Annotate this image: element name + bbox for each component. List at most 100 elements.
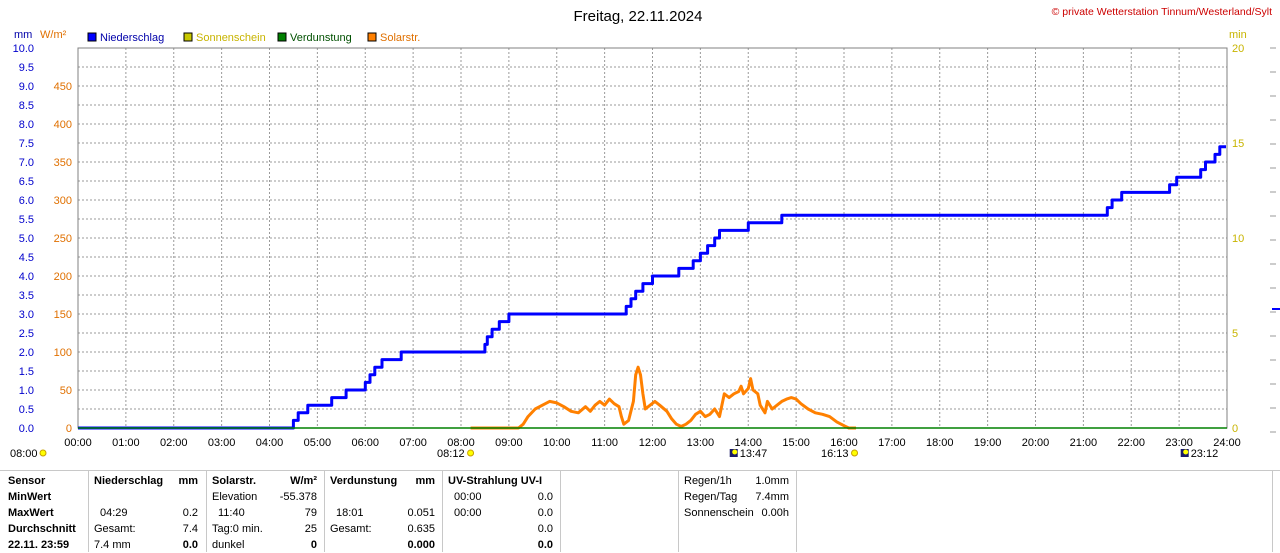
cell-label: dunkel bbox=[212, 539, 245, 551]
cell-value: -55.378 bbox=[279, 491, 317, 503]
x-tick-label: 16:00 bbox=[830, 437, 858, 449]
weather-chart: 0.0 0.5 1.0 1.5 2.0 2.5 3.0 3.5 4.0 4.5 5.0 5.5 6.0 6… bbox=[10, 6, 1280, 460]
marker-time: 16:13 bbox=[821, 448, 849, 460]
x-tick-label: 24:00 bbox=[1213, 437, 1241, 449]
moon-icon bbox=[729, 449, 738, 457]
cell-value: 0 bbox=[310, 539, 317, 551]
copyright-text: © private Wetterstation Tinnum/Westerlan… bbox=[1052, 6, 1272, 18]
y-tick-mm: 8.5 bbox=[19, 100, 34, 112]
table-divider bbox=[560, 470, 561, 552]
y-tick-mm: 7.5 bbox=[19, 138, 34, 150]
legend: Niederschlag Sonnenschein Verdunstung Solar… bbox=[87, 32, 420, 44]
extra-value: 1.0mm bbox=[755, 475, 789, 487]
unit-min: min bbox=[1229, 29, 1247, 41]
row-label: 22.11. 23:59 bbox=[8, 539, 70, 551]
cell-label: 04:29 bbox=[100, 507, 128, 519]
x-tick-label: 00:00 bbox=[64, 437, 92, 449]
legend-swatch bbox=[87, 32, 97, 42]
series bbox=[78, 145, 1227, 430]
y-tick-mm: 4.5 bbox=[19, 252, 34, 264]
x-tick-label: 14:00 bbox=[734, 437, 762, 449]
col-header: Niederschlag bbox=[94, 475, 164, 487]
cell-value: 0.051 bbox=[407, 507, 435, 519]
table-divider bbox=[206, 470, 207, 552]
col-unit: mm bbox=[178, 475, 198, 487]
cell-label: Gesamt: bbox=[330, 523, 372, 535]
y-tick-mm: 6.5 bbox=[19, 176, 34, 188]
stats-table: Sensor MinWert MaxWert Durchschnitt 22.11. 2… bbox=[0, 470, 1280, 552]
y-tick-wm2: 100 bbox=[54, 347, 72, 359]
col-unit: W/m² bbox=[290, 475, 317, 487]
col-header: Solarstr. bbox=[212, 475, 257, 487]
x-tick-label: 19:00 bbox=[974, 437, 1002, 449]
cell-label: 18:01 bbox=[336, 507, 364, 519]
cell-value: 0.0 bbox=[182, 539, 198, 551]
marker-time: 08:12 bbox=[437, 448, 465, 460]
x-tick-label: 23:00 bbox=[1165, 437, 1193, 449]
table-divider bbox=[1272, 470, 1273, 552]
y-tick-mm: 3.5 bbox=[19, 290, 34, 302]
row-label: Durchschnitt bbox=[8, 523, 76, 535]
table-divider bbox=[88, 470, 89, 552]
x-tick-label: 01:00 bbox=[112, 437, 140, 449]
y-tick-mm: 7.0 bbox=[19, 157, 34, 169]
y-tick-mm: 9.0 bbox=[19, 81, 34, 93]
y-tick-min: 15 bbox=[1232, 138, 1244, 150]
cell-value: 0.0 bbox=[537, 523, 553, 535]
sunrise-icon bbox=[851, 449, 859, 457]
row-label: MinWert bbox=[8, 491, 52, 503]
cell-value: 79 bbox=[304, 507, 317, 519]
x-tick-label: 02:00 bbox=[160, 437, 188, 449]
cell-value: 0.0 bbox=[537, 539, 553, 551]
y-tick-mm: 10.0 bbox=[13, 43, 34, 55]
extra-label: Sonnenschein bbox=[684, 507, 754, 519]
legend-swatch bbox=[277, 32, 287, 42]
y-tick-mm: 4.0 bbox=[19, 271, 34, 283]
x-tick-label: 18:00 bbox=[926, 437, 954, 449]
cell-value: 0.0 bbox=[537, 507, 553, 519]
y-tick-wm2: 300 bbox=[54, 195, 72, 207]
legend-label: Niederschlag bbox=[100, 32, 164, 44]
cell-label: 7.4 mm bbox=[94, 539, 131, 551]
cell-label: 00:00 bbox=[454, 491, 482, 503]
extra-value: 7.4mm bbox=[755, 491, 789, 503]
y-tick-wm2: 150 bbox=[54, 309, 72, 321]
extra-label: Regen/Tag bbox=[684, 491, 738, 503]
sunrise-icon bbox=[467, 449, 475, 457]
cell-label: Elevation bbox=[212, 491, 258, 503]
y-tick-min: 20 bbox=[1232, 43, 1244, 55]
marker-time: 13:47 bbox=[740, 448, 768, 460]
y-tick-mm: 5.0 bbox=[19, 233, 34, 245]
x-tick-label: 03:00 bbox=[208, 437, 236, 449]
axes: 0.0 0.5 1.0 1.5 2.0 2.5 3.0 3.5 4.0 4.5 5.0 5.5 6.0 6… bbox=[13, 43, 1280, 449]
x-tick-label: 21:00 bbox=[1070, 437, 1098, 449]
y-tick-wm2: 0 bbox=[66, 423, 72, 435]
extra-value: 0.00h bbox=[761, 507, 789, 519]
y-tick-wm2: 450 bbox=[54, 81, 72, 93]
table-divider bbox=[442, 470, 443, 552]
x-tick-label: 08:00 bbox=[447, 437, 475, 449]
legend-label: Solarstr. bbox=[380, 32, 420, 44]
y-tick-mm: 5.5 bbox=[19, 214, 34, 226]
legend-swatch bbox=[183, 32, 193, 42]
y-tick-mm: 6.0 bbox=[19, 195, 34, 207]
legend-swatch bbox=[367, 32, 377, 42]
x-tick-label: 20:00 bbox=[1022, 437, 1050, 449]
cell-label: Tag:0 min. bbox=[212, 523, 263, 535]
cell-label: 00:00 bbox=[454, 507, 482, 519]
x-tick-label: 04:00 bbox=[256, 437, 284, 449]
y-tick-mm: 1.5 bbox=[19, 366, 34, 378]
col-header: UV-Strahlung UV-I bbox=[448, 475, 543, 487]
series-line-solarstr bbox=[470, 365, 856, 430]
row-label: Sensor bbox=[8, 475, 46, 487]
y-tick-mm: 8.0 bbox=[19, 119, 34, 131]
legend-label: Sonnenschein bbox=[196, 32, 266, 44]
x-tick-label: 13:00 bbox=[687, 437, 715, 449]
y-tick-mm: 9.5 bbox=[19, 62, 34, 74]
cell-value: 0.2 bbox=[182, 507, 198, 519]
y-tick-mm: 1.0 bbox=[19, 385, 34, 397]
cell-value: 0.635 bbox=[407, 523, 435, 535]
grid bbox=[77, 47, 1228, 429]
moon-icon bbox=[1180, 449, 1189, 457]
marker-time: 23:12 bbox=[1191, 448, 1219, 460]
